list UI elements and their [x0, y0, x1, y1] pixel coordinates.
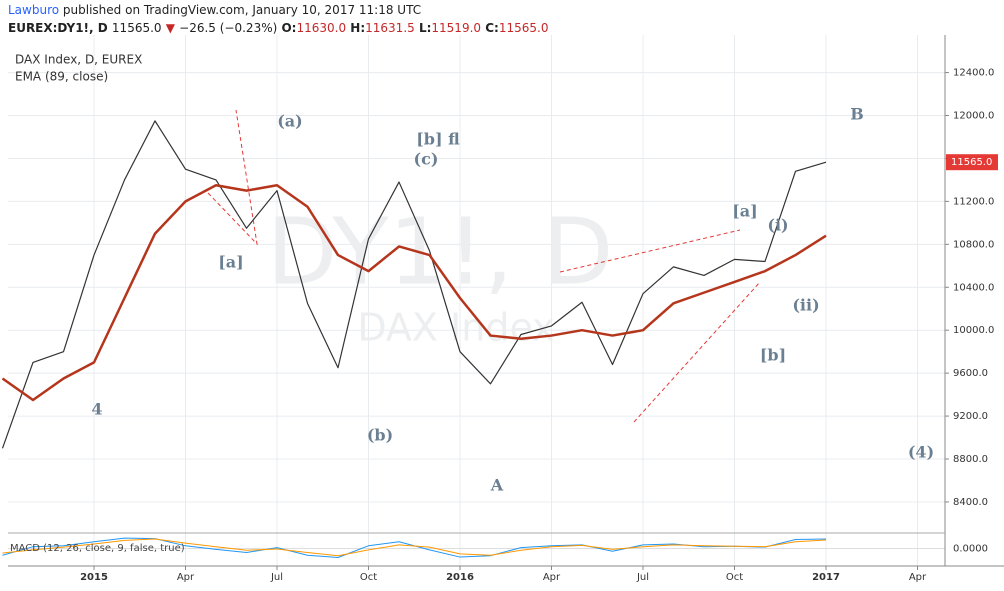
- change: −26.5 (−0.23%): [179, 21, 277, 35]
- plot-layer: [8, 35, 949, 570]
- wave-label: [b]: [760, 346, 786, 365]
- y-tick-label: 12400.0: [953, 68, 994, 79]
- y-tick-label: 10800.0: [953, 239, 994, 250]
- y-tick-label: 8400.0: [953, 497, 988, 508]
- x-tick-label: Apr: [909, 572, 927, 583]
- wave-label: [b] fl: [416, 130, 460, 149]
- y-tick-label: 12000.0: [953, 111, 994, 122]
- wave-label: A: [490, 476, 504, 495]
- x-tick-label: Oct: [726, 572, 743, 583]
- annotations: B (a) [b] fl(c) [a] (i) [a] (ii) [b] (b) 4 (4) A: [91, 105, 934, 495]
- wave-label: [a]: [218, 253, 244, 272]
- wave-line: [559, 229, 741, 273]
- price-label: 11565.0: [951, 157, 992, 168]
- wave-label: (a): [277, 112, 303, 131]
- marks: [1, 120, 827, 558]
- l-label: L:: [419, 21, 431, 35]
- arrow: ▼: [166, 21, 176, 35]
- wave-label: B: [850, 105, 864, 124]
- wave-label: (4): [908, 443, 934, 462]
- o-label: O:: [281, 21, 296, 35]
- wave-label: (ii): [792, 296, 819, 315]
- x-tick-label: Apr: [177, 572, 195, 583]
- watermark-sub: DAX Index: [357, 306, 554, 350]
- y-tick-label: 8800.0: [953, 454, 988, 465]
- h-value: 11631.5: [365, 21, 415, 35]
- y-tick-label: 11200.0: [953, 196, 994, 207]
- wave-label: (b): [367, 426, 393, 445]
- y-tick-label: 9600.0: [953, 368, 988, 379]
- x-tick-label: Oct: [360, 572, 377, 583]
- y-tick-label: 10400.0: [953, 282, 994, 293]
- h-label: H:: [350, 21, 365, 35]
- o-value: 11630.0: [296, 21, 346, 35]
- price-label-bg: [946, 154, 998, 171]
- series-line: [1, 120, 827, 449]
- wave-line: [207, 109, 258, 246]
- y-tick-label: 10000.0: [953, 325, 994, 336]
- wave-label: (i): [767, 216, 788, 235]
- macd-title: MACD (12, 26, close, 9, false, true): [10, 543, 185, 554]
- author: Lawburo: [8, 3, 59, 17]
- c-label: C:: [485, 21, 499, 35]
- l-value: 11519.0: [431, 21, 481, 35]
- macd-tick-label: 0.0000: [953, 544, 988, 555]
- symbol: EUREX:DY1!, D: [8, 21, 108, 35]
- x-tick-label: 2016: [446, 572, 474, 583]
- wave-label: [a]: [732, 202, 758, 221]
- series-line: [2, 538, 827, 557]
- wave-label: (c): [414, 150, 439, 169]
- x-tick-label: Jul: [636, 572, 649, 583]
- series-line: [1, 184, 827, 402]
- legend-entry: EMA (89, close): [15, 70, 108, 84]
- y-tick-label: 9200.0: [953, 411, 988, 422]
- last: 11565.0: [112, 21, 162, 35]
- header-line: Lawburo published on TradingView.com, Ja…: [8, 3, 421, 17]
- x-tick-label: 2017: [812, 572, 840, 583]
- quote-line: EUREX:DY1!, D 11565.0 ▼ −26.5 (−0.23%) O…: [8, 21, 548, 35]
- published: published on TradingView.com, January 10…: [63, 3, 421, 17]
- wave-label: 4: [91, 400, 102, 419]
- c-value: 11565.0: [499, 21, 549, 35]
- x-tick-label: 2015: [80, 572, 108, 583]
- wave-lines: [207, 109, 761, 423]
- x-tick-label: Apr: [543, 572, 561, 583]
- x-tick-label: Jul: [270, 572, 283, 583]
- legend-title: DAX Index, D, EUREX: [15, 53, 142, 67]
- wave-line: [633, 281, 761, 423]
- watermark: DY1!, D: [267, 198, 614, 305]
